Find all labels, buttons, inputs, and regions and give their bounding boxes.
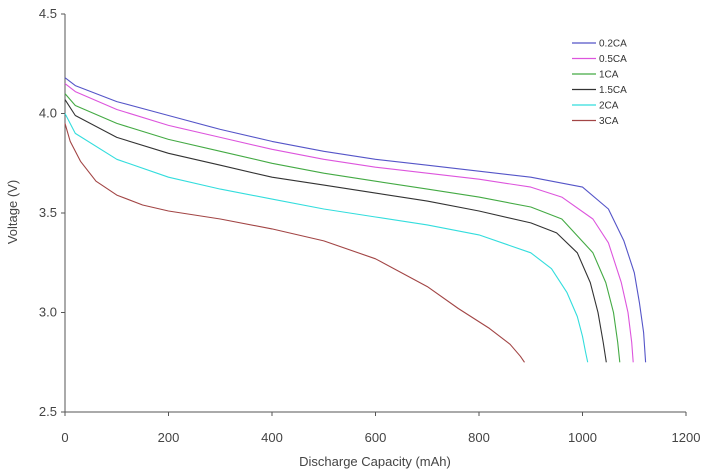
legend-label: 1.5CA bbox=[599, 85, 627, 96]
y-axis-label: Voltage (V) bbox=[5, 180, 20, 244]
x-tick-label: 600 bbox=[365, 430, 387, 445]
x-tick-label: 800 bbox=[468, 430, 490, 445]
x-axis-ticks: 0 200 400 600 800 1000 1200 bbox=[61, 412, 700, 445]
series-line-2ca bbox=[64, 113, 589, 363]
series-line-0-2ca bbox=[64, 77, 647, 363]
y-tick-label: 2.5 bbox=[39, 404, 57, 419]
y-tick-label: 3.5 bbox=[39, 205, 57, 220]
x-tick-label: 200 bbox=[158, 430, 180, 445]
x-tick-label: 400 bbox=[261, 430, 283, 445]
x-tick-label: 1000 bbox=[568, 430, 597, 445]
legend-label: 3CA bbox=[599, 116, 619, 127]
legend-label: 0.5CA bbox=[599, 54, 627, 65]
x-tick-label: 1200 bbox=[672, 430, 701, 445]
x-tick-label: 0 bbox=[61, 430, 68, 445]
series-layer bbox=[64, 77, 647, 363]
y-axis-ticks: 2.5 3.0 3.5 4.0 4.5 bbox=[39, 6, 65, 419]
series-line-0-5ca bbox=[64, 83, 634, 363]
series-line-3ca bbox=[64, 123, 525, 363]
series-line-1ca bbox=[64, 93, 621, 363]
x-axis-label: Discharge Capacity (mAh) bbox=[299, 454, 451, 469]
legend-label: 1CA bbox=[599, 70, 619, 81]
y-tick-label: 4.5 bbox=[39, 6, 57, 21]
legend: 0.2CA 0.5CA 1CA 1.5CA 2CA 3CA bbox=[572, 39, 627, 127]
y-tick-label: 3.0 bbox=[39, 305, 57, 320]
legend-label: 2CA bbox=[599, 101, 619, 112]
series-line-1-5ca bbox=[64, 99, 607, 363]
legend-label: 0.2CA bbox=[599, 39, 627, 50]
y-tick-label: 4.0 bbox=[39, 106, 57, 121]
